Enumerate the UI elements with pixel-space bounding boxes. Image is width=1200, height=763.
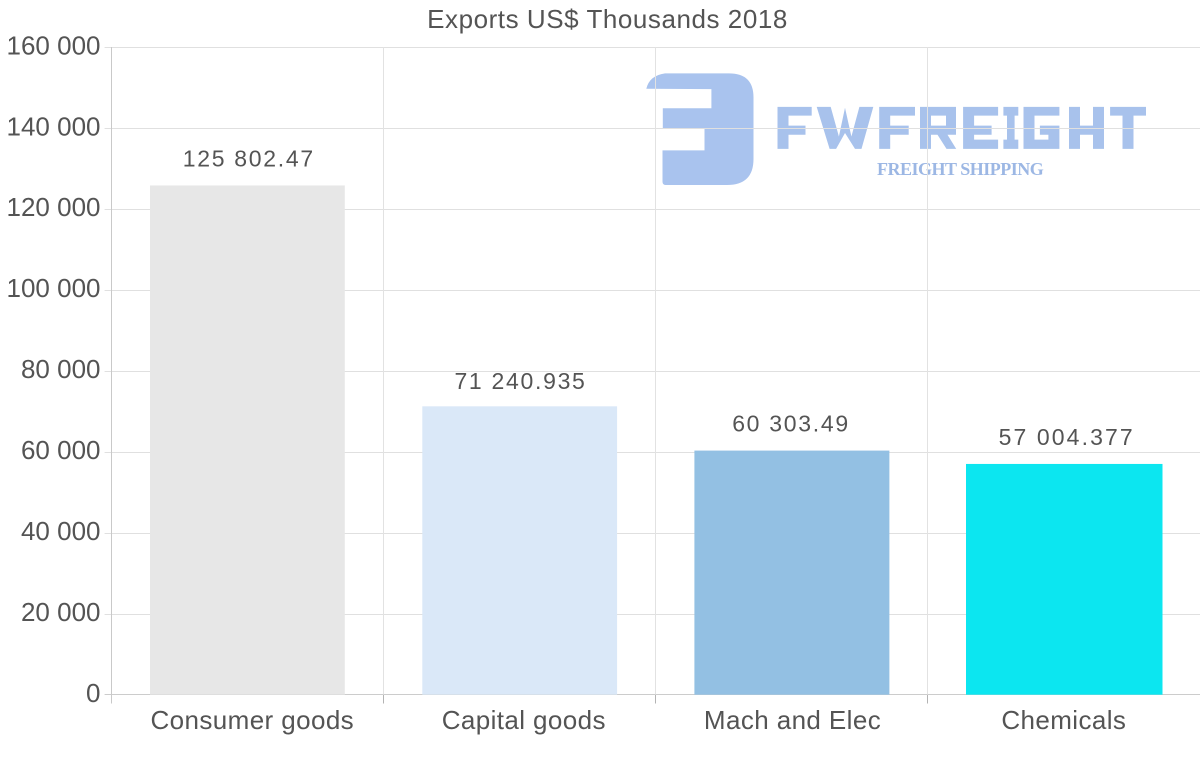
svg-text:Exports US$ Thousands 2018: Exports US$ Thousands 2018 <box>427 4 788 34</box>
svg-text:60 000: 60 000 <box>21 435 101 465</box>
svg-text:125 802.47: 125 802.47 <box>183 146 315 172</box>
svg-text:Consumer goods: Consumer goods <box>150 705 354 735</box>
svg-text:60 303.49: 60 303.49 <box>732 411 850 437</box>
svg-text:120 000: 120 000 <box>7 192 101 222</box>
svg-text:FREIGHT SHIPPING: FREIGHT SHIPPING <box>877 159 1044 179</box>
svg-text:20 000: 20 000 <box>21 597 101 627</box>
svg-text:100 000: 100 000 <box>7 273 101 303</box>
svg-text:160 000: 160 000 <box>7 30 101 60</box>
svg-text:0: 0 <box>86 678 100 708</box>
svg-text:71 240.935: 71 240.935 <box>454 368 586 394</box>
svg-text:Chemicals: Chemicals <box>1001 705 1126 735</box>
svg-text:Capital goods: Capital goods <box>442 705 606 735</box>
svg-text:80 000: 80 000 <box>21 354 101 384</box>
svg-text:40 000: 40 000 <box>21 516 101 546</box>
svg-text:Mach and Elec: Mach and Elec <box>704 705 881 735</box>
svg-text:57 004.377: 57 004.377 <box>999 424 1135 450</box>
svg-text:140 000: 140 000 <box>7 111 101 141</box>
